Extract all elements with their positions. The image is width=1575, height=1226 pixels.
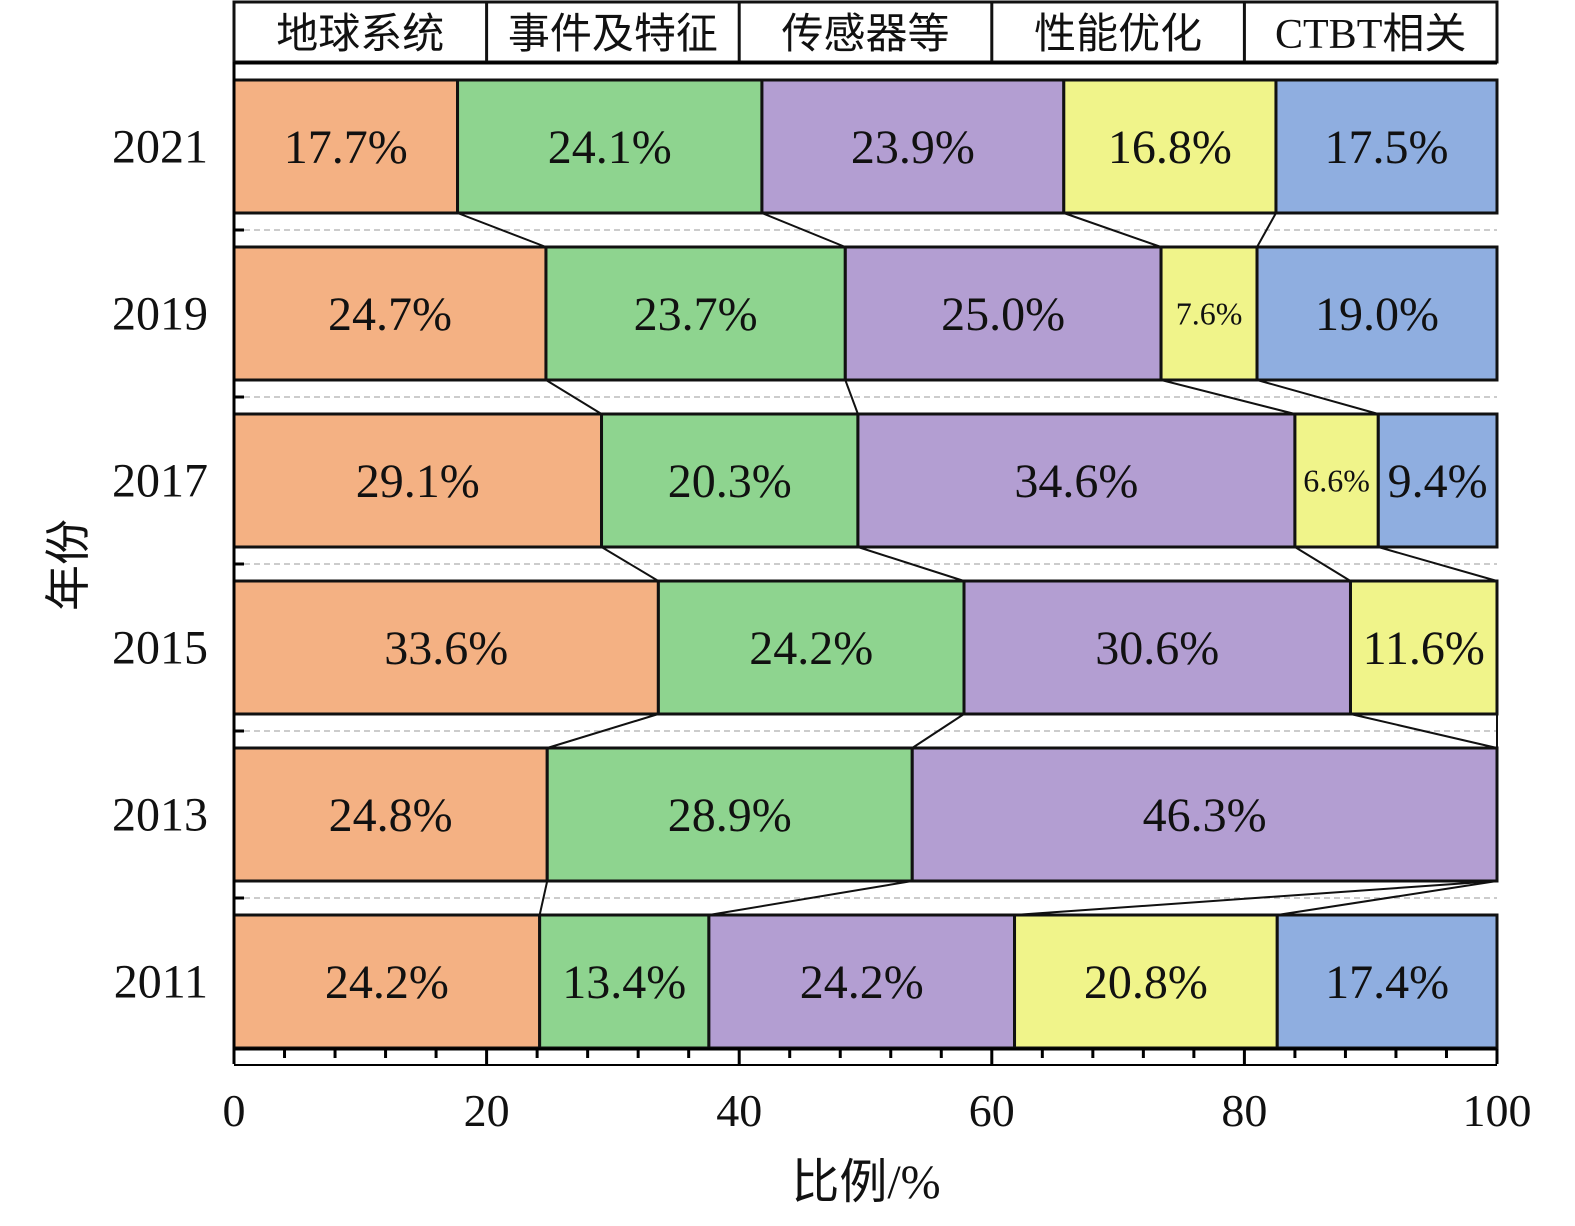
bar-segment: [1255, 245, 1499, 382]
connector-line: [708, 880, 913, 916]
data-label: 33.6%: [384, 622, 508, 675]
connector-line: [601, 546, 659, 582]
bar-segment: [1348, 579, 1499, 716]
bar-segment: [707, 913, 1017, 1050]
legend-frame: [232, 0, 1499, 64]
bar-segment: [1376, 412, 1499, 549]
data-label: 17.7%: [284, 121, 408, 174]
data-label: 11.6%: [1363, 622, 1485, 675]
connector-line: [1378, 546, 1498, 582]
connector-line: [1160, 379, 1296, 415]
connector-line: [1350, 713, 1498, 749]
bar-segment: [1293, 412, 1380, 549]
x-tick-label: 0: [223, 1085, 246, 1136]
data-label: 17.5%: [1324, 121, 1448, 174]
x-axis-title: 比例/%: [791, 1156, 940, 1209]
data-label: 6.6%: [1303, 462, 1370, 498]
connector-line: [1256, 212, 1277, 248]
bar-segment: [760, 78, 1066, 215]
data-label: 23.9%: [851, 121, 975, 174]
connector-line: [1256, 379, 1379, 415]
connector-line: [546, 713, 659, 749]
bar-segment: [232, 746, 549, 883]
data-label: 7.6%: [1176, 295, 1243, 331]
y-tick-label: 2011: [114, 956, 208, 1009]
legend-entry: 传感器等: [781, 12, 949, 58]
data-label: 20.3%: [668, 455, 792, 508]
legend-entry: 地球系统: [276, 12, 444, 58]
data-label: 24.2%: [800, 956, 924, 1009]
axes: 2021 2019 2017 2015 2013 2011 0 20 40 60 80 100: [112, 61, 1532, 1136]
y-tick-label: 2021: [112, 121, 208, 174]
bar-segment: [600, 412, 860, 549]
x-tick-label: 20: [464, 1085, 510, 1136]
connector-line: [1277, 880, 1498, 916]
y-tick-label: 2015: [112, 622, 208, 675]
x-tick-label: 100: [1463, 1085, 1532, 1136]
data-label: 34.6%: [1014, 455, 1138, 508]
bar-segment: [545, 746, 914, 883]
bar-segment: [538, 913, 711, 1050]
bar-segment: [656, 579, 966, 716]
data-label: 17.4%: [1325, 956, 1449, 1009]
data-label: 29.1%: [356, 455, 480, 508]
bar-segment: [232, 579, 660, 716]
connector-line: [545, 379, 603, 415]
data-label: 24.7%: [328, 288, 452, 341]
y-tick-label: 2019: [112, 288, 208, 341]
bar-segment: [1275, 913, 1499, 1050]
x-tick-label: 80: [1221, 1085, 1267, 1136]
connector-line: [761, 212, 846, 248]
bar-segment: [232, 245, 548, 382]
data-label: 25.0%: [941, 288, 1065, 341]
connector-lines: [457, 212, 1498, 916]
legend: 地球系统 事件及特征 传感器等 性能优化 CTBT相关: [232, 0, 1499, 64]
y-axis-title: 年份: [43, 519, 94, 611]
legend-entry: 性能优化: [1034, 12, 1202, 58]
bar-segment: [843, 245, 1163, 382]
bars: 17.7% 24.1% 23.9% 16.8% 17.5% 24.7% 23.7% 25.0%…: [232, 78, 1499, 1050]
connector-line: [457, 212, 547, 248]
y-tick-label: 2013: [112, 789, 208, 842]
bar-segment: [1013, 913, 1279, 1050]
connector-line: [538, 880, 549, 916]
x-tick-label: 40: [716, 1085, 762, 1136]
data-label: 24.1%: [548, 121, 672, 174]
data-label: 23.7%: [634, 288, 758, 341]
bar-segment: [456, 78, 764, 215]
connector-line: [1063, 212, 1162, 248]
data-label: 13.4%: [562, 956, 686, 1009]
bar-segment: [962, 579, 1352, 716]
connector-line: [1294, 546, 1352, 582]
x-tick-label: 60: [969, 1085, 1015, 1136]
legend-entry: 事件及特征: [508, 12, 718, 58]
bar-segment: [910, 746, 1499, 883]
data-label: 46.3%: [1143, 789, 1267, 842]
bar-segment: [1062, 78, 1278, 215]
data-label: 19.0%: [1315, 288, 1439, 341]
data-label: 24.2%: [749, 622, 873, 675]
bar-segment: [544, 245, 847, 382]
data-label: 16.8%: [1108, 121, 1232, 174]
data-label: 24.2%: [325, 956, 449, 1009]
connector-line: [1014, 880, 1498, 916]
connector-line: [857, 546, 965, 582]
bar-segment: [856, 412, 1297, 549]
connector-line: [911, 713, 965, 749]
data-label: 20.8%: [1084, 956, 1208, 1009]
data-label: 30.6%: [1095, 622, 1219, 675]
y-tick-label: 2017: [112, 455, 208, 508]
data-label: 9.4%: [1388, 455, 1488, 508]
bar-segment: [1274, 78, 1499, 215]
connector-line: [844, 379, 859, 415]
data-label: 24.8%: [329, 789, 453, 842]
bar-segment: [1159, 245, 1259, 382]
data-label: 28.9%: [668, 789, 792, 842]
legend-entry: CTBT相关: [1275, 12, 1466, 58]
